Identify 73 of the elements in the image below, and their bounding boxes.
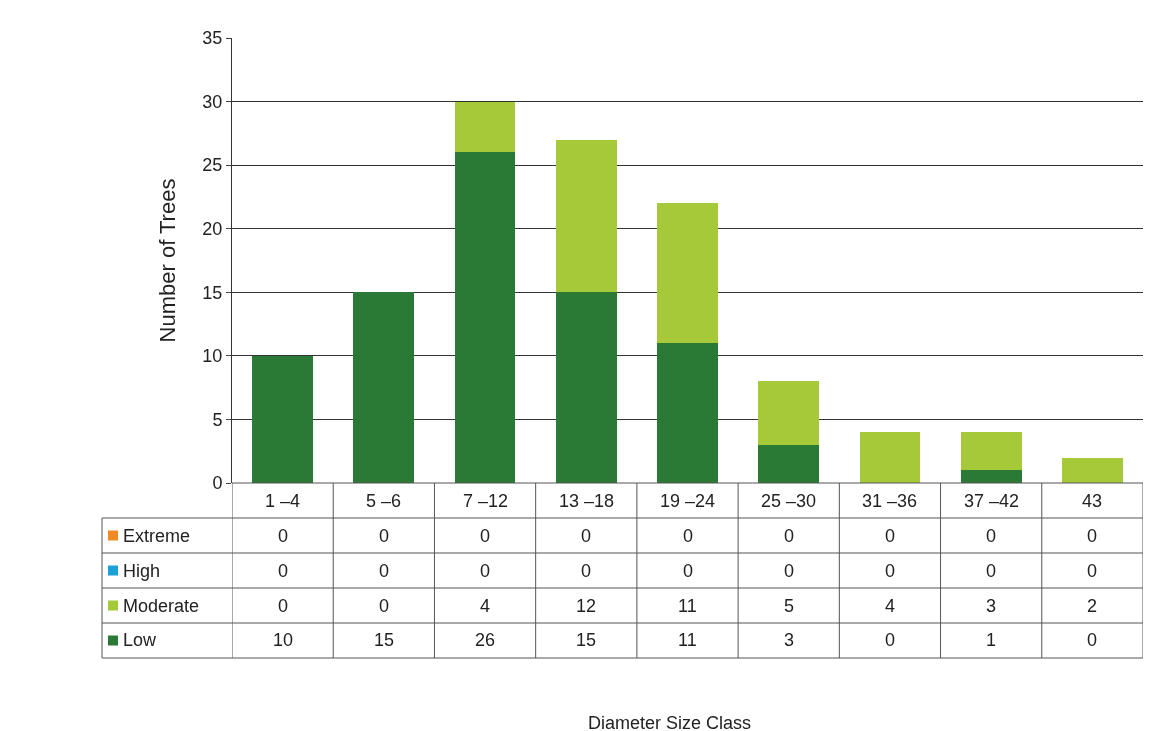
y-tick-label: 30: [202, 91, 223, 112]
y-tick-label: 15: [202, 282, 223, 303]
data-label: 0: [1087, 561, 1098, 581]
data-label: 0: [784, 561, 795, 581]
y-tick-label: 10: [202, 346, 223, 367]
data-label: 0: [986, 526, 997, 546]
legend-label: Moderate: [123, 596, 200, 616]
data-label: 0: [278, 561, 289, 581]
y-tick-label: 20: [202, 219, 223, 240]
x-tick-label: 19 –24: [660, 491, 716, 511]
data-label: 2: [1087, 596, 1098, 616]
x-tick-label: 5 –6: [366, 491, 402, 511]
x-tick-label: 1 –4: [265, 491, 301, 511]
data-label: 15: [576, 630, 597, 650]
bar: [657, 343, 718, 483]
bar: [454, 101, 516, 153]
bar: [555, 292, 617, 483]
data-label: 0: [1087, 526, 1098, 546]
y-tick-label: 25: [202, 155, 223, 176]
data-label: 0: [581, 526, 592, 546]
x-tick-label: 31 –36: [862, 491, 918, 511]
x-tick-label: 43: [1082, 491, 1103, 511]
data-label: 0: [480, 526, 491, 546]
data-label: 11: [678, 630, 697, 650]
bar: [353, 292, 415, 483]
data-label: 0: [379, 561, 390, 581]
data-label: 0: [885, 630, 896, 650]
data-label: 11: [678, 596, 697, 616]
data-label: 3: [986, 596, 997, 616]
data-label: 0: [885, 561, 896, 581]
y-tick-label: 0: [212, 473, 223, 494]
bar: [555, 139, 617, 293]
data-label: 1: [986, 630, 997, 650]
x-tick-label: 37 –42: [964, 491, 1020, 511]
y-tick-label: 35: [202, 28, 223, 49]
bar: [960, 432, 1022, 471]
bar: [454, 152, 516, 483]
data-label: 0: [986, 561, 997, 581]
legend-label: Extreme: [123, 526, 191, 546]
bar: [859, 432, 921, 483]
data-label: 0: [278, 596, 289, 616]
data-label: 3: [784, 630, 795, 650]
data-label: 0: [683, 526, 694, 546]
data-label: 0: [683, 561, 694, 581]
data-label: 0: [581, 561, 592, 581]
bar: [1062, 457, 1123, 483]
data-label: 0: [480, 561, 491, 581]
data-label: 26: [475, 630, 496, 650]
data-label: 0: [278, 526, 289, 546]
x-tick-label: 13 –18: [559, 491, 615, 511]
y-axis-title: Number of Trees: [155, 178, 181, 343]
data-label: 5: [784, 596, 795, 616]
data-label: 0: [784, 526, 795, 546]
bar: [758, 381, 820, 445]
bar: [657, 203, 718, 344]
data-label: 15: [374, 630, 395, 650]
data-label: 4: [480, 596, 491, 616]
data-label: 4: [885, 596, 896, 616]
data-label: 10: [273, 630, 294, 650]
bar: [960, 470, 1022, 483]
data-label: 12: [576, 596, 597, 616]
text: Diameter Size Class: [588, 713, 752, 731]
bar: [252, 355, 313, 483]
x-tick-label: 7 –12: [463, 491, 509, 511]
data-label: 0: [379, 526, 390, 546]
bar: [758, 444, 820, 483]
y-tick-label: 5: [212, 409, 223, 430]
legend-label: High: [123, 561, 161, 581]
data-label: 0: [379, 596, 390, 616]
data-label: 0: [1087, 630, 1098, 650]
legend-label: Low: [123, 630, 158, 650]
x-tick-label: 25 –30: [761, 491, 817, 511]
data-label: 0: [885, 526, 896, 546]
